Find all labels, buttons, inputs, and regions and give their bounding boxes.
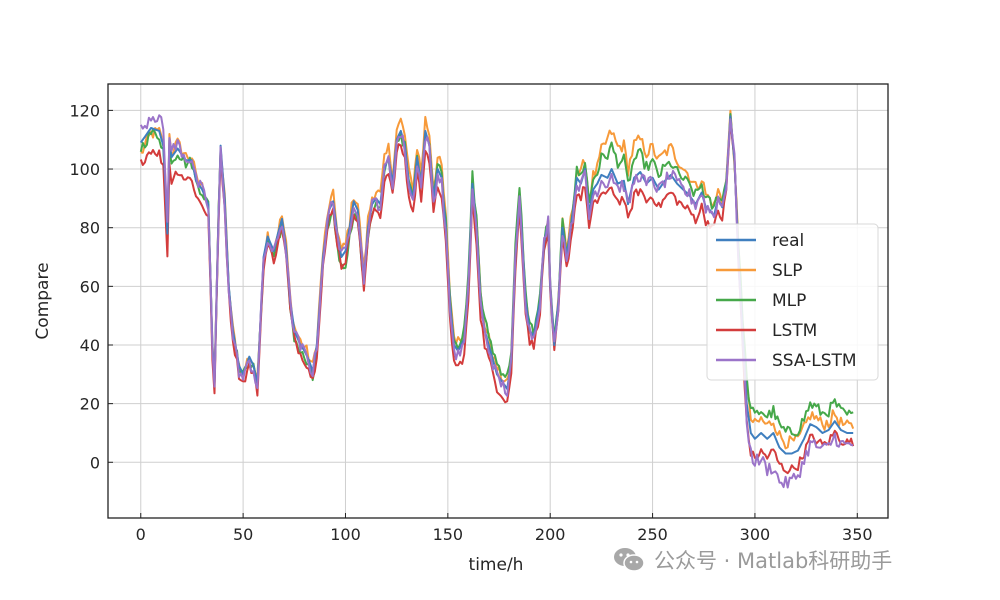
x-tick-label: 200 [535, 525, 566, 544]
y-tick-label: 120 [69, 101, 100, 120]
y-tick-label: 20 [80, 395, 100, 414]
legend: real SLP MLP LSTM SSA-LSTM [706, 223, 879, 381]
y-tick-label: 100 [69, 160, 100, 179]
y-tick-label: 60 [80, 277, 100, 296]
legend-box [706, 223, 879, 381]
x-tick-label: 350 [842, 525, 873, 544]
x-tick-label: 150 [433, 525, 464, 544]
y-tick-label: 0 [90, 453, 100, 472]
x-tick-label: 250 [637, 525, 668, 544]
x-tick-label: 0 [136, 525, 146, 544]
legend-label-slp: SLP [772, 261, 803, 281]
axis-ticks: 0 50 100 150 200 250 300 350 0 20 40 60 80 100 120 [69, 101, 872, 544]
y-axis-label: Compare [33, 262, 53, 339]
series-line-ssa-lstm [139, 114, 854, 489]
x-tick-label: 50 [233, 525, 253, 544]
legend-label-real: real [772, 231, 804, 251]
watermark: 公众号 · Matlab科研助手 [612, 544, 892, 576]
x-tick-label: 300 [740, 525, 771, 544]
y-tick-label: 80 [80, 219, 100, 238]
wechat-icon [614, 548, 645, 572]
x-tick-label: 100 [330, 525, 361, 544]
legend-label-mlp: MLP [772, 291, 806, 311]
y-tick-label: 40 [80, 336, 100, 355]
plot-frame [107, 83, 889, 519]
watermark-text: 公众号 · Matlab科研助手 [654, 549, 893, 573]
legend-label-ssa-lstm: SSA-LSTM [772, 351, 857, 371]
x-axis-label: time/h [469, 555, 524, 575]
legend-label-lstm: LSTM [772, 321, 817, 341]
series-layer [139, 109, 855, 489]
